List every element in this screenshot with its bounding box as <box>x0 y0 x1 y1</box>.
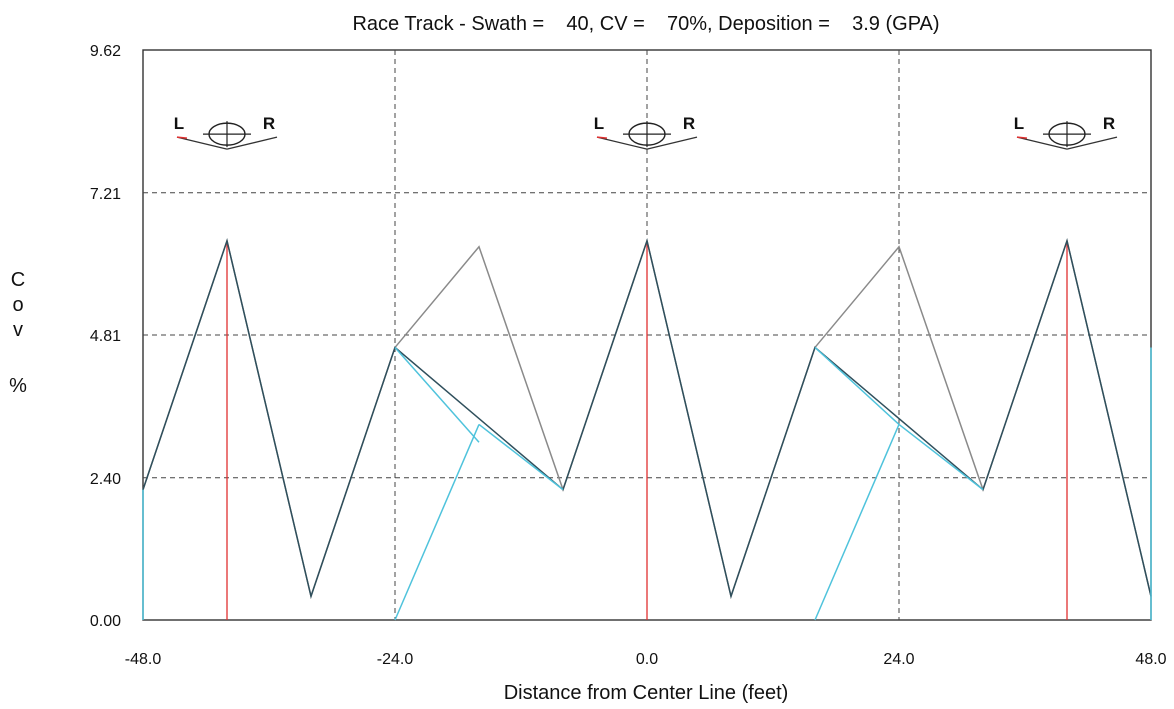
y-tick-label: 0.00 <box>90 613 121 630</box>
y-axis-label-char: % <box>9 375 27 397</box>
sprayer-left-label: L <box>594 114 604 133</box>
series-segment <box>394 424 480 621</box>
x-axis-ticks: -48.0 -24.0 0.0 24.0 48.0 <box>125 651 1167 668</box>
y-tick-label: 4.81 <box>90 328 121 345</box>
x-tick-label: 48.0 <box>1135 651 1166 668</box>
sprayer-boom-right <box>646 136 698 150</box>
series-segment <box>814 346 900 426</box>
series-segment <box>394 346 480 443</box>
sprayer-boom-left <box>596 136 648 150</box>
sprayer-boom-right <box>1066 136 1118 150</box>
y-tick-label: 2.40 <box>90 471 121 488</box>
vertical-markers <box>226 240 1068 620</box>
sprayer-right-label: R <box>1103 114 1115 133</box>
series-segment <box>898 423 984 491</box>
sprayer-boom-tip <box>176 136 188 139</box>
series-segment <box>814 424 900 621</box>
sprayer-boom-tip <box>1016 136 1028 139</box>
x-tick-label: 0.0 <box>636 651 658 668</box>
chart-title: Race Track - Swath = 40, CV = 70%, Depos… <box>352 13 939 35</box>
sprayer-left-label: L <box>1014 114 1024 133</box>
series-lines <box>142 238 1152 621</box>
y-axis-ticks: 0.00 2.40 4.81 7.21 9.62 <box>90 43 121 630</box>
x-axis-label: Distance from Center Line (feet) <box>504 682 789 704</box>
y-tick-label: 9.62 <box>90 43 121 60</box>
x-tick-label: 24.0 <box>883 651 914 668</box>
series-line <box>142 238 1152 600</box>
sprayer-boom-left <box>1016 136 1068 150</box>
y-axis-label: Cov% <box>9 269 27 397</box>
sprayer-boom-tip <box>596 136 608 139</box>
sprayer-boom-right <box>226 136 278 150</box>
y-axis-label-char: o <box>12 294 23 316</box>
sprayer-boom-left <box>176 136 228 150</box>
x-tick-label: -48.0 <box>125 651 162 668</box>
y-axis-label-char: C <box>11 269 25 291</box>
sprayer-right-label: R <box>683 114 695 133</box>
y-axis-label-char: v <box>13 319 23 341</box>
series-segment <box>478 423 564 491</box>
y-tick-label: 7.21 <box>90 186 121 203</box>
x-tick-label: -24.0 <box>377 651 414 668</box>
sprayer-right-label: R <box>263 114 275 133</box>
sprayer-left-label: L <box>174 114 184 133</box>
